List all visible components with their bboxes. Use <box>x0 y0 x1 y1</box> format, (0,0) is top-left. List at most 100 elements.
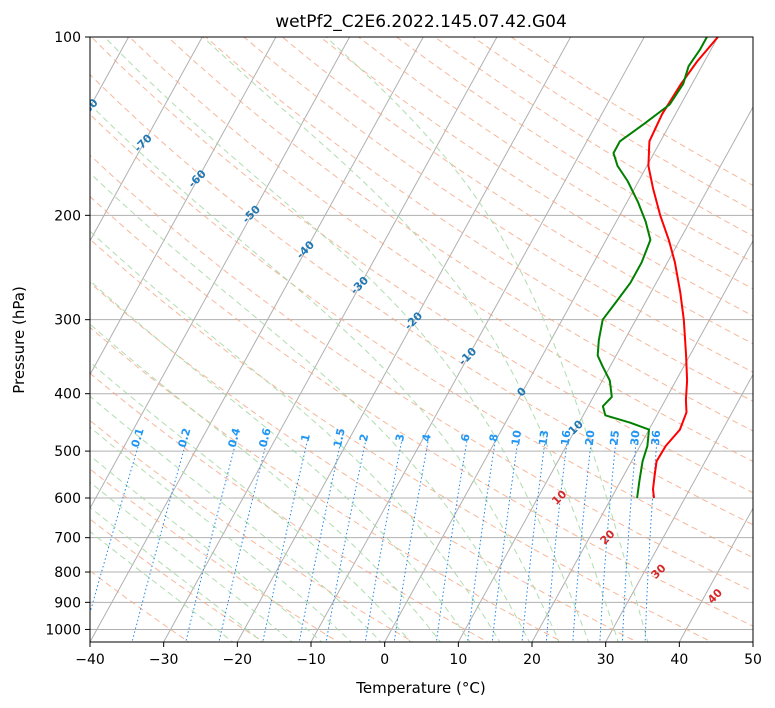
temperature-profile-line <box>647 37 719 499</box>
mixing-ratio-label: 0.6 <box>256 426 273 448</box>
isotherm-line <box>90 37 203 242</box>
x-axis-label: Temperature (°C) <box>355 679 485 697</box>
mixing-ratio-label: 1.5 <box>331 427 348 449</box>
mixing-ratio-line <box>545 440 568 642</box>
dry-adiabat-line <box>167 37 753 432</box>
mixing-ratio-line <box>521 440 546 642</box>
moist-adiabat-line <box>90 426 353 642</box>
mixing-ratio-label: 0.4 <box>226 426 244 448</box>
moist-adiabat-line <box>90 172 530 642</box>
background-lines <box>90 37 753 642</box>
dry-adiabat-line <box>90 419 414 642</box>
moist-adiabat-line <box>90 280 471 642</box>
x-tick-label: −10 <box>296 652 326 668</box>
mixing-ratio-label: 13 <box>536 429 551 446</box>
mixing-ratio-line <box>491 440 519 642</box>
mixing-ratio-line <box>466 440 496 642</box>
mixing-ratio-line <box>90 440 141 615</box>
mixing-ratio-label: 3 <box>393 433 407 443</box>
x-tick-label: 0 <box>380 652 389 668</box>
mixing-ratio-label: 6 <box>458 433 472 443</box>
dry-adiabat-line <box>90 238 713 642</box>
mixing-ratio-label: 0.2 <box>176 427 194 449</box>
isotherm-line <box>90 37 351 510</box>
y-axis: 100 200 300 400 500 600 700 800 900 1000 <box>45 30 90 638</box>
mixing-ratio-label: 0.1 <box>129 427 147 449</box>
mixing-ratio-label: 25 <box>608 430 622 447</box>
isotherm-line <box>384 37 719 642</box>
dry-adiabat-line <box>129 37 753 463</box>
moist-adiabat-line <box>90 103 560 642</box>
mixing-ratio-label: 10 <box>509 429 524 446</box>
moist-adiabat-line <box>104 37 590 642</box>
x-tick-label: −40 <box>75 652 105 668</box>
isotherm-line <box>605 373 753 642</box>
y-tick-label: 300 <box>54 313 81 329</box>
y-tick-label: 900 <box>54 595 81 611</box>
moist-adiabat-line <box>325 37 649 642</box>
mixing-ratio-line <box>298 440 342 642</box>
y-tick-label: 100 <box>54 30 81 46</box>
mixing-ratio-line <box>435 440 468 642</box>
mixing-ratio-line <box>325 440 367 642</box>
moist-adiabat-line <box>90 454 323 642</box>
mixing-ratio-line <box>621 440 637 642</box>
y-tick-label: 400 <box>54 387 81 403</box>
dry-adiabat-line <box>90 326 564 642</box>
mixing-ratio-label: 1 <box>299 433 313 443</box>
mixing-ratio-label: 16 <box>559 429 574 446</box>
profile-lines <box>596 37 719 499</box>
y-tick-label: 800 <box>54 565 81 581</box>
x-axis: −40 −30 −20 −10 0 10 20 30 40 50 <box>75 642 762 668</box>
isotherm-line <box>163 37 498 642</box>
x-tick-label: 40 <box>670 652 688 668</box>
isotherm-line <box>678 507 753 642</box>
mixing-ratio-line <box>393 440 429 642</box>
dry-adiabat-line <box>90 570 190 642</box>
mixing-ratio-label: 30 <box>628 429 642 446</box>
mixing-ratio-label: 36 <box>649 429 663 446</box>
moist-adiabat-line <box>90 323 442 642</box>
moist-adiabat-label: -80 <box>77 96 100 119</box>
x-tick-label: −20 <box>223 652 253 668</box>
moist-adiabat-line <box>90 481 293 642</box>
moist-adiabat-line <box>202 37 619 642</box>
mixing-ratio-label: 2 <box>357 433 371 443</box>
x-tick-label: 50 <box>744 652 762 668</box>
dry-adiabat-line <box>90 372 489 642</box>
dry-adiabat-line <box>90 468 340 642</box>
y-axis-label: Pressure (hPa) <box>10 286 28 394</box>
mixing-ratio-label: 4 <box>420 433 434 443</box>
mixing-ratio-line <box>599 440 617 642</box>
y-tick-label: 200 <box>54 208 81 224</box>
y-tick-label: 600 <box>54 491 81 507</box>
isotherm-line <box>457 106 753 642</box>
chart-title: wetPf2_C2E6.2022.145.07.42.G04 <box>275 12 567 32</box>
mixing-ratio-label: 8 <box>487 433 501 443</box>
x-tick-label: −30 <box>149 652 179 668</box>
y-tick-label: 1000 <box>45 622 81 638</box>
isotherm-line <box>90 37 277 376</box>
isotherm-line <box>531 239 753 642</box>
dry-adiabat-line <box>90 154 753 592</box>
y-tick-label: 700 <box>54 531 81 547</box>
mixing-ratio-line <box>262 440 308 642</box>
x-tick-label: 10 <box>449 652 467 668</box>
x-tick-label: 20 <box>523 652 541 668</box>
mixing-ratio-line <box>364 440 403 642</box>
plot-frame <box>89 36 754 643</box>
dry-adiabat-line <box>319 37 753 317</box>
mixing-ratio-label: 20 <box>583 429 598 446</box>
mixing-ratio-line <box>185 440 237 642</box>
plot-area <box>90 37 753 642</box>
mixing-ratio-line <box>572 440 592 642</box>
x-tick-label: 30 <box>597 652 615 668</box>
isotherm-line <box>90 37 424 642</box>
y-tick-label: 500 <box>54 444 81 460</box>
dry-adiabat-line <box>90 195 753 627</box>
mixing-ratio-line <box>218 440 268 642</box>
dewpoint-profile-line <box>596 37 708 499</box>
isotherm-line <box>236 37 572 642</box>
mixing-ratio-line <box>131 440 187 642</box>
